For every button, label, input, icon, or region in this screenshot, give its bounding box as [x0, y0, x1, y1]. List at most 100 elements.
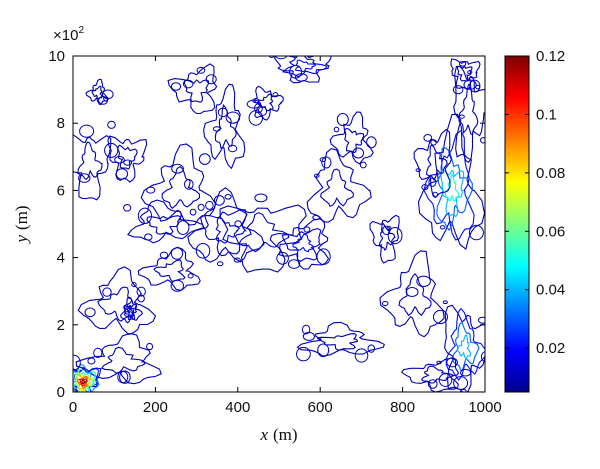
contour-blob	[436, 360, 442, 365]
contour-blob	[317, 343, 330, 358]
y-tick-label: 2	[57, 317, 65, 334]
contour-blob	[234, 220, 242, 228]
contour-blob	[123, 204, 132, 212]
contour-line	[436, 147, 473, 232]
contour-blob	[387, 227, 403, 245]
contour-blob	[303, 226, 311, 233]
contour-line	[187, 187, 265, 263]
contour-line	[425, 143, 449, 182]
contour-blob	[478, 316, 485, 324]
contour-line	[379, 250, 445, 338]
contour-blob	[125, 306, 133, 311]
contour-blob	[274, 56, 288, 60]
contour-line	[81, 379, 87, 385]
colorbar-tick-label: 0.08	[536, 165, 565, 182]
plot-area	[73, 56, 485, 392]
contour-blob	[176, 220, 190, 236]
colorbar-tick-label: 0.06	[536, 223, 565, 240]
contour-blob	[415, 168, 421, 173]
contour-blob	[197, 203, 205, 211]
contour-blob	[421, 184, 429, 191]
y-axis-multiplier: ×102	[53, 25, 84, 44]
contour-blob	[312, 214, 321, 221]
contour-line	[77, 266, 157, 336]
contour-blob	[84, 307, 96, 318]
contour-blob	[124, 311, 134, 318]
contour-line	[456, 334, 472, 361]
contour-blob	[248, 110, 264, 126]
contour-blob	[416, 275, 431, 287]
contour-blob	[468, 224, 484, 241]
x-tick-label: 0	[69, 399, 77, 416]
contour-blob	[187, 273, 194, 279]
y-axis-ticks: 0 2 4 6 8 10	[48, 48, 485, 401]
contour-blob	[480, 350, 485, 363]
contour-blob	[114, 156, 125, 164]
contour-blob	[170, 247, 184, 260]
contour-blob	[137, 207, 152, 225]
contour-blob	[189, 208, 197, 216]
contour-blob	[438, 373, 453, 387]
contour-line	[97, 286, 135, 322]
contour-blob	[480, 137, 485, 144]
contour-blob	[115, 168, 129, 180]
contour-blob	[79, 124, 95, 138]
contour-line	[450, 58, 481, 90]
colorbar	[504, 55, 530, 393]
contour-line	[292, 233, 315, 253]
contour-line	[440, 168, 465, 218]
contour-blob	[254, 193, 268, 203]
x-tick-label: 600	[308, 399, 333, 416]
contour-line	[183, 79, 210, 103]
contour-line	[75, 332, 162, 385]
contour-blob	[287, 259, 301, 269]
contour-line	[444, 172, 460, 203]
contour-line	[123, 303, 138, 321]
contour-line	[281, 228, 322, 263]
contour-blob	[131, 282, 137, 288]
contour-blob	[103, 96, 109, 102]
contour-blob	[170, 82, 182, 91]
contour-blob	[93, 347, 103, 358]
contour-blob	[423, 134, 433, 142]
contour-blob	[352, 147, 365, 159]
contour-blob	[272, 92, 279, 98]
contour-blob	[196, 66, 206, 74]
contour-line	[316, 333, 358, 351]
contour-blob	[214, 195, 225, 206]
colorbar-tick-label: 0.04	[536, 282, 565, 299]
contour-blob	[296, 346, 311, 362]
contour-line	[76, 375, 89, 389]
contour-blob	[381, 301, 389, 306]
contour-blob	[104, 142, 119, 158]
contour-blob	[333, 126, 340, 133]
contour-line	[73, 367, 100, 392]
contour-blob	[73, 354, 81, 371]
contour-blob	[78, 173, 91, 183]
colorbar-tick-label: 0.12	[536, 48, 565, 65]
contour-blob	[428, 177, 437, 187]
contour-blob	[459, 114, 465, 119]
contour-blob	[182, 79, 194, 89]
colorbar-tick-label: 0.1	[536, 106, 557, 123]
contour-line	[369, 214, 400, 264]
contour-blob	[276, 251, 289, 265]
contour-line	[445, 307, 485, 381]
contour-blob	[184, 179, 194, 190]
x-tick-label: 1000	[468, 399, 501, 416]
contour-blob	[205, 74, 217, 85]
contour-blob	[212, 126, 221, 132]
y-tick-label: 6	[57, 182, 65, 199]
x-axis-label: x (m)	[259, 425, 297, 444]
contour-blob	[224, 194, 232, 200]
contour-blob	[367, 344, 376, 353]
contour-line	[320, 168, 355, 208]
contour-blob	[294, 73, 308, 82]
contour-line	[329, 111, 374, 165]
plot-frame	[72, 55, 486, 393]
contour-line	[73, 134, 112, 201]
contour-blob	[475, 84, 481, 90]
contour-blob	[382, 225, 391, 236]
contour-line	[85, 78, 109, 106]
